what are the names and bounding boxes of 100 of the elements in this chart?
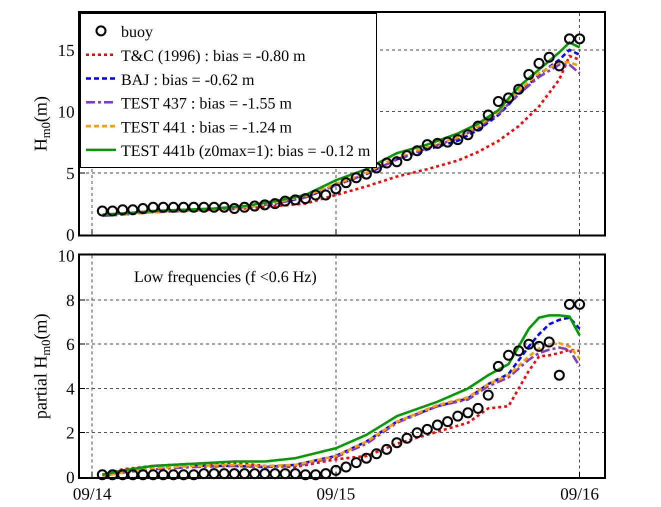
x-tick-label: 09/15 bbox=[316, 484, 356, 504]
point bbox=[492, 360, 504, 372]
point bbox=[462, 407, 474, 418]
point bbox=[452, 410, 464, 422]
point bbox=[564, 298, 575, 310]
point bbox=[360, 168, 372, 180]
point bbox=[127, 204, 138, 216]
point bbox=[544, 336, 555, 348]
point bbox=[96, 205, 108, 216]
point bbox=[503, 350, 514, 361]
point bbox=[107, 205, 118, 216]
point bbox=[503, 92, 514, 104]
point bbox=[96, 469, 108, 480]
point bbox=[188, 469, 200, 480]
point bbox=[158, 469, 169, 480]
legend-label: TEST 441b (z0max=1): bias = -0.12 m bbox=[121, 143, 371, 160]
point bbox=[412, 145, 423, 156]
point bbox=[178, 202, 190, 213]
legend-label: TEST 441 : bias = -1.24 m bbox=[121, 119, 292, 136]
point bbox=[148, 469, 159, 480]
legend-label: BAJ : bias = -0.62 m bbox=[121, 72, 256, 89]
point bbox=[208, 468, 220, 480]
point bbox=[381, 444, 392, 455]
point bbox=[462, 129, 474, 140]
point bbox=[239, 202, 250, 213]
point bbox=[198, 202, 210, 213]
point bbox=[574, 33, 586, 44]
x-tick-label: 09/14 bbox=[72, 484, 112, 504]
point bbox=[432, 138, 443, 149]
point bbox=[218, 468, 230, 480]
point bbox=[492, 96, 504, 108]
point bbox=[158, 202, 169, 213]
point bbox=[117, 204, 128, 216]
point bbox=[544, 52, 555, 63]
y-tick-label: 0 bbox=[66, 225, 75, 244]
point bbox=[259, 199, 270, 210]
point bbox=[208, 202, 220, 213]
point bbox=[127, 469, 138, 480]
point bbox=[412, 427, 423, 438]
point bbox=[391, 156, 402, 168]
point bbox=[523, 338, 534, 350]
point bbox=[534, 340, 545, 352]
point bbox=[198, 468, 210, 480]
y-tick-label: 10 bbox=[58, 246, 75, 266]
point bbox=[564, 33, 575, 44]
point bbox=[350, 172, 362, 184]
y-tick-label: 10 bbox=[58, 102, 75, 122]
legend-label: T&C (1996) : bias = -0.80 m bbox=[121, 48, 306, 65]
y-tick-label: 6 bbox=[66, 335, 75, 354]
point bbox=[259, 468, 270, 480]
point bbox=[228, 468, 240, 480]
y-tick-label: 8 bbox=[66, 290, 75, 310]
legend-label: TEST 437 : bias = -1.55 m bbox=[121, 96, 292, 113]
point bbox=[330, 464, 342, 476]
point bbox=[482, 110, 494, 121]
point bbox=[249, 200, 260, 212]
point bbox=[249, 468, 260, 480]
point bbox=[330, 183, 342, 194]
point bbox=[320, 468, 332, 480]
point bbox=[300, 193, 311, 204]
point bbox=[381, 158, 392, 169]
point bbox=[137, 203, 148, 214]
point bbox=[513, 84, 524, 95]
point bbox=[107, 469, 118, 480]
point bbox=[422, 424, 433, 435]
point bbox=[269, 468, 280, 480]
point bbox=[401, 150, 412, 162]
point bbox=[269, 198, 280, 210]
point bbox=[280, 196, 291, 207]
annotation: Low frequencies (f <0.6 Hz) bbox=[134, 269, 317, 286]
point bbox=[350, 457, 362, 468]
point bbox=[178, 469, 190, 480]
point bbox=[168, 202, 179, 213]
point bbox=[310, 189, 322, 200]
point bbox=[168, 469, 179, 480]
point bbox=[148, 202, 159, 213]
point bbox=[452, 134, 464, 146]
point bbox=[280, 468, 291, 480]
point bbox=[442, 136, 454, 148]
point bbox=[523, 68, 534, 80]
point bbox=[554, 370, 565, 381]
point bbox=[228, 203, 240, 214]
point bbox=[117, 469, 128, 480]
legend-label: buoy bbox=[121, 24, 153, 42]
point bbox=[442, 416, 454, 428]
point bbox=[290, 194, 301, 206]
point bbox=[391, 437, 402, 448]
point bbox=[239, 468, 250, 480]
point bbox=[218, 202, 230, 213]
point bbox=[472, 402, 484, 414]
y-tick-label: 2 bbox=[66, 424, 75, 443]
x-tick-label: 09/16 bbox=[560, 484, 599, 504]
point bbox=[310, 469, 322, 480]
point bbox=[482, 390, 494, 401]
point bbox=[340, 177, 352, 188]
point bbox=[290, 468, 301, 480]
point bbox=[320, 189, 332, 200]
y-tick-label: 0 bbox=[66, 468, 75, 487]
point bbox=[300, 469, 311, 480]
point bbox=[401, 432, 412, 444]
